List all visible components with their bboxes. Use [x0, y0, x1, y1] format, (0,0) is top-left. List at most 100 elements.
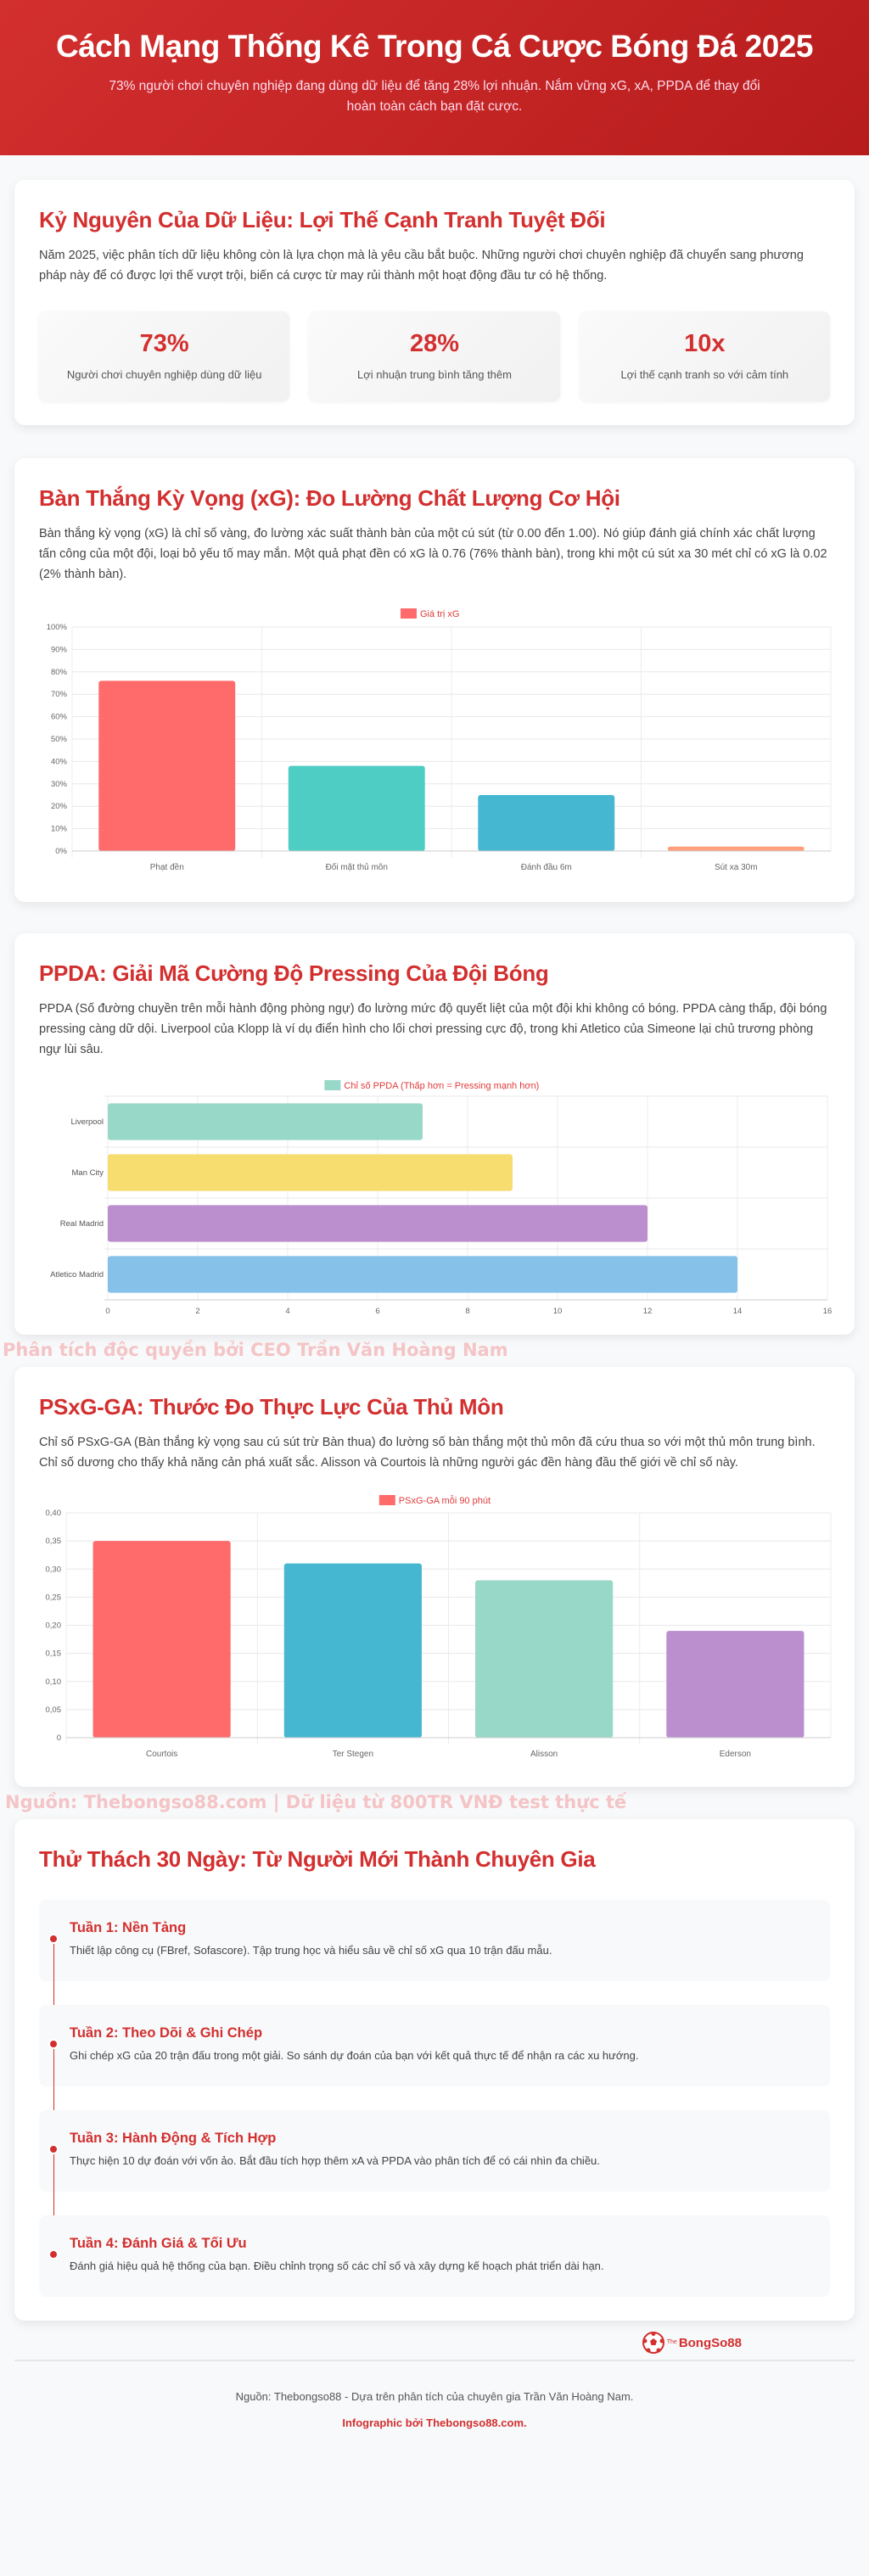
hero-header: Cách Mạng Thống Kê Trong Cá Cược Bóng Đá…: [0, 0, 869, 155]
stat-value: 10x: [684, 330, 726, 357]
timeline-item: Tuần 3: Hành Động & Tích Hợp Thực hiện 10…: [39, 2110, 830, 2215]
timeline-item: Tuần 2: Theo Dõi & Ghi Chép Ghi chép xG c…: [39, 2005, 830, 2110]
x-tick-label: Ter Stegen: [333, 1750, 373, 1759]
psxg-text: Chỉ số PSxG-GA (Bàn thắng kỳ vọng sau cú…: [39, 1436, 816, 1470]
x-tick-label: 6: [375, 1307, 379, 1316]
timeline-connector: [53, 1944, 54, 2005]
bar-1: [288, 765, 425, 851]
y-tick-label: 0,40: [46, 1509, 62, 1518]
x-tick-label: Đối mặt thủ môn: [326, 862, 388, 872]
x-tick-label: Courtois: [146, 1750, 177, 1759]
week-title: Tuần 1: Nền Tảng: [70, 1920, 187, 1935]
y-tick-label: 0,35: [46, 1537, 62, 1546]
x-tick-label: Sút xa 30m: [715, 863, 758, 872]
x-tick-label: 10: [553, 1307, 563, 1316]
psxg-title: PSxG-GA: Thước Đo Thực Lực Của Thủ Môn: [39, 1394, 504, 1420]
brand-logo: The BongSo88: [0, 2321, 869, 2355]
legend-swatch: [378, 1495, 395, 1505]
timeline-dot-icon: [48, 2144, 59, 2154]
intro-title: Kỷ Nguyên Của Dữ Liệu: Lợi Thế Cạnh Tran…: [39, 207, 606, 232]
footer-divider: [14, 2360, 855, 2361]
ppda-title: PPDA: Giải Mã Cường Độ Pressing Của Đội …: [39, 960, 549, 986]
timeline: Tuần 1: Nền Tảng Thiết lập công cụ (FBref…: [39, 1900, 830, 2297]
challenge-title: Thử Thách 30 Ngày: Từ Người Mới Thành Ch…: [39, 1846, 596, 1872]
y-tick-label: Liverpool: [70, 1117, 104, 1127]
intro-card: Kỷ Nguyên Của Dữ Liệu: Lợi Thế Cạnh Tran…: [14, 180, 855, 425]
logo-text: BongSo88: [678, 2335, 742, 2350]
xg-chart: Giá trị xG 0% 10% 20% 30% 40% 50% 60% 70% 80% 90% 1…: [47, 608, 832, 872]
footer-credit: Infographic bởi Thebongso88.com.: [342, 2416, 527, 2429]
y-tick-label: 0,20: [46, 1621, 62, 1631]
x-tick-label: Alisson: [530, 1750, 558, 1759]
stat-card: 73% Người chơi chuyên nghiệp dùng dữ liệu: [39, 311, 290, 401]
x-tick-label: 4: [285, 1307, 289, 1316]
week-title: Tuần 2: Theo Dõi & Ghi Chép: [70, 2025, 263, 2041]
y-tick-label: 80%: [51, 668, 68, 677]
ppda-chart: Chỉ số PPDA (Thấp hơn = Pressing mạnh hơ…: [50, 1080, 832, 1316]
bar-1: [108, 1154, 513, 1191]
bar-0: [98, 680, 236, 851]
week-title: Tuần 4: Đánh Giá & Tối Ưu: [70, 2236, 247, 2251]
legend-swatch: [401, 608, 417, 619]
timeline-dot-icon: [48, 2039, 59, 2049]
logo-prefix: The: [666, 2339, 677, 2345]
timeline-item: Tuần 4: Đánh Giá & Tối Ưu Đánh giá hiệu q…: [39, 2215, 830, 2297]
page-subtitle: 73% người chơi chuyên nghiệp đang dùng d…: [109, 79, 760, 114]
stat-label: Người chơi chuyên nghiệp dùng dữ liệu: [66, 368, 262, 381]
y-tick-label: 40%: [51, 757, 68, 766]
y-tick-label: Man City: [72, 1168, 104, 1178]
x-tick-label: 16: [823, 1307, 832, 1316]
page-title: Cách Mạng Thống Kê Trong Cá Cược Bóng Đá…: [56, 29, 814, 64]
week-text: Thực hiện 10 dự đoán với vốn ảo. Bắt đầu…: [70, 2154, 600, 2167]
y-tick-label: Atletico Madrid: [50, 1270, 104, 1280]
psxg-chart: PSxG-GA mỗi 90 phút 0 0,05 0,10 0,15 0,20 0,25…: [46, 1495, 832, 1759]
y-tick-label: 0,30: [46, 1565, 62, 1574]
y-tick-label: 60%: [51, 713, 68, 722]
week-text: Ghi chép xG của 20 trận đấu trong một gi…: [70, 2049, 639, 2062]
legend-label: Giá trị xG: [420, 609, 459, 619]
x-tick-label: 0: [105, 1307, 109, 1316]
timeline-connector: [53, 2049, 54, 2110]
xg-card: Bàn Thắng Kỳ Vọng (xG): Đo Lường Chất Lư…: [14, 458, 855, 902]
intro-text: Năm 2025, việc phân tích dữ liệu không c…: [39, 249, 804, 283]
challenge-card: Thử Thách 30 Ngày: Từ Người Mới Thành Ch…: [14, 1819, 855, 2321]
x-tick-label: 2: [195, 1307, 199, 1316]
stat-card: 10x Lợi thế cạnh tranh so với cảm tính: [579, 311, 830, 401]
y-tick-label: 0,10: [46, 1677, 62, 1687]
y-tick-label: 30%: [51, 780, 68, 789]
y-tick-label: 0,15: [46, 1649, 62, 1659]
stat-value: 73%: [139, 330, 189, 357]
week-text: Đánh giá hiệu quả hệ thống của bạn. Điều…: [70, 2260, 604, 2272]
stat-card: 28% Lợi nhuận trung bình tăng thêm: [309, 311, 560, 401]
x-tick-label: Ederson: [720, 1750, 751, 1759]
bar-1: [283, 1563, 422, 1738]
timeline-dot-icon: [48, 1934, 59, 1944]
soccer-ball-icon: [642, 2332, 664, 2354]
y-tick-label: 0,25: [46, 1593, 62, 1602]
x-tick-label: Phạt đền: [150, 862, 184, 872]
x-tick-label: 12: [643, 1307, 653, 1316]
stat-value: 28%: [409, 330, 460, 357]
y-tick-label: 70%: [51, 690, 68, 699]
xg-title: Bàn Thắng Kỳ Vọng (xG): Đo Lường Chất Lư…: [39, 485, 620, 511]
y-tick-label: 20%: [51, 802, 68, 811]
x-tick-label: 8: [465, 1307, 469, 1316]
timeline-item: Tuần 1: Nền Tảng Thiết lập công cụ (FBref…: [39, 1900, 830, 2005]
xg-text: Bàn thắng kỳ vọng (xG) là chỉ số vàng, đ…: [39, 527, 827, 581]
x-tick-label: 14: [733, 1307, 743, 1316]
y-tick-label: Real Madrid: [60, 1219, 104, 1229]
psxg-card: PSxG-GA: Thước Đo Thực Lực Của Thủ Môn C…: [14, 1367, 855, 1787]
bar-3: [108, 1256, 737, 1293]
timeline-dot-icon: [48, 2249, 59, 2260]
bar-2: [108, 1205, 648, 1242]
x-tick-label: Đánh đầu 6m: [521, 862, 572, 872]
bar-2: [475, 1580, 614, 1738]
y-tick-label: 0: [57, 1733, 61, 1743]
bar-3: [666, 1631, 805, 1738]
bar-3: [667, 846, 805, 851]
ppda-text: PPDA (Số đường chuyền trên mỗi hành động…: [39, 1002, 827, 1056]
week-title: Tuần 3: Hành Động & Tích Hợp: [70, 2131, 277, 2146]
legend-label: PSxG-GA mỗi 90 phút: [399, 1495, 491, 1506]
y-tick-label: 100%: [47, 623, 68, 632]
footer-source: Nguồn: Thebongso88 - Dựa trên phân tích …: [235, 2390, 634, 2403]
